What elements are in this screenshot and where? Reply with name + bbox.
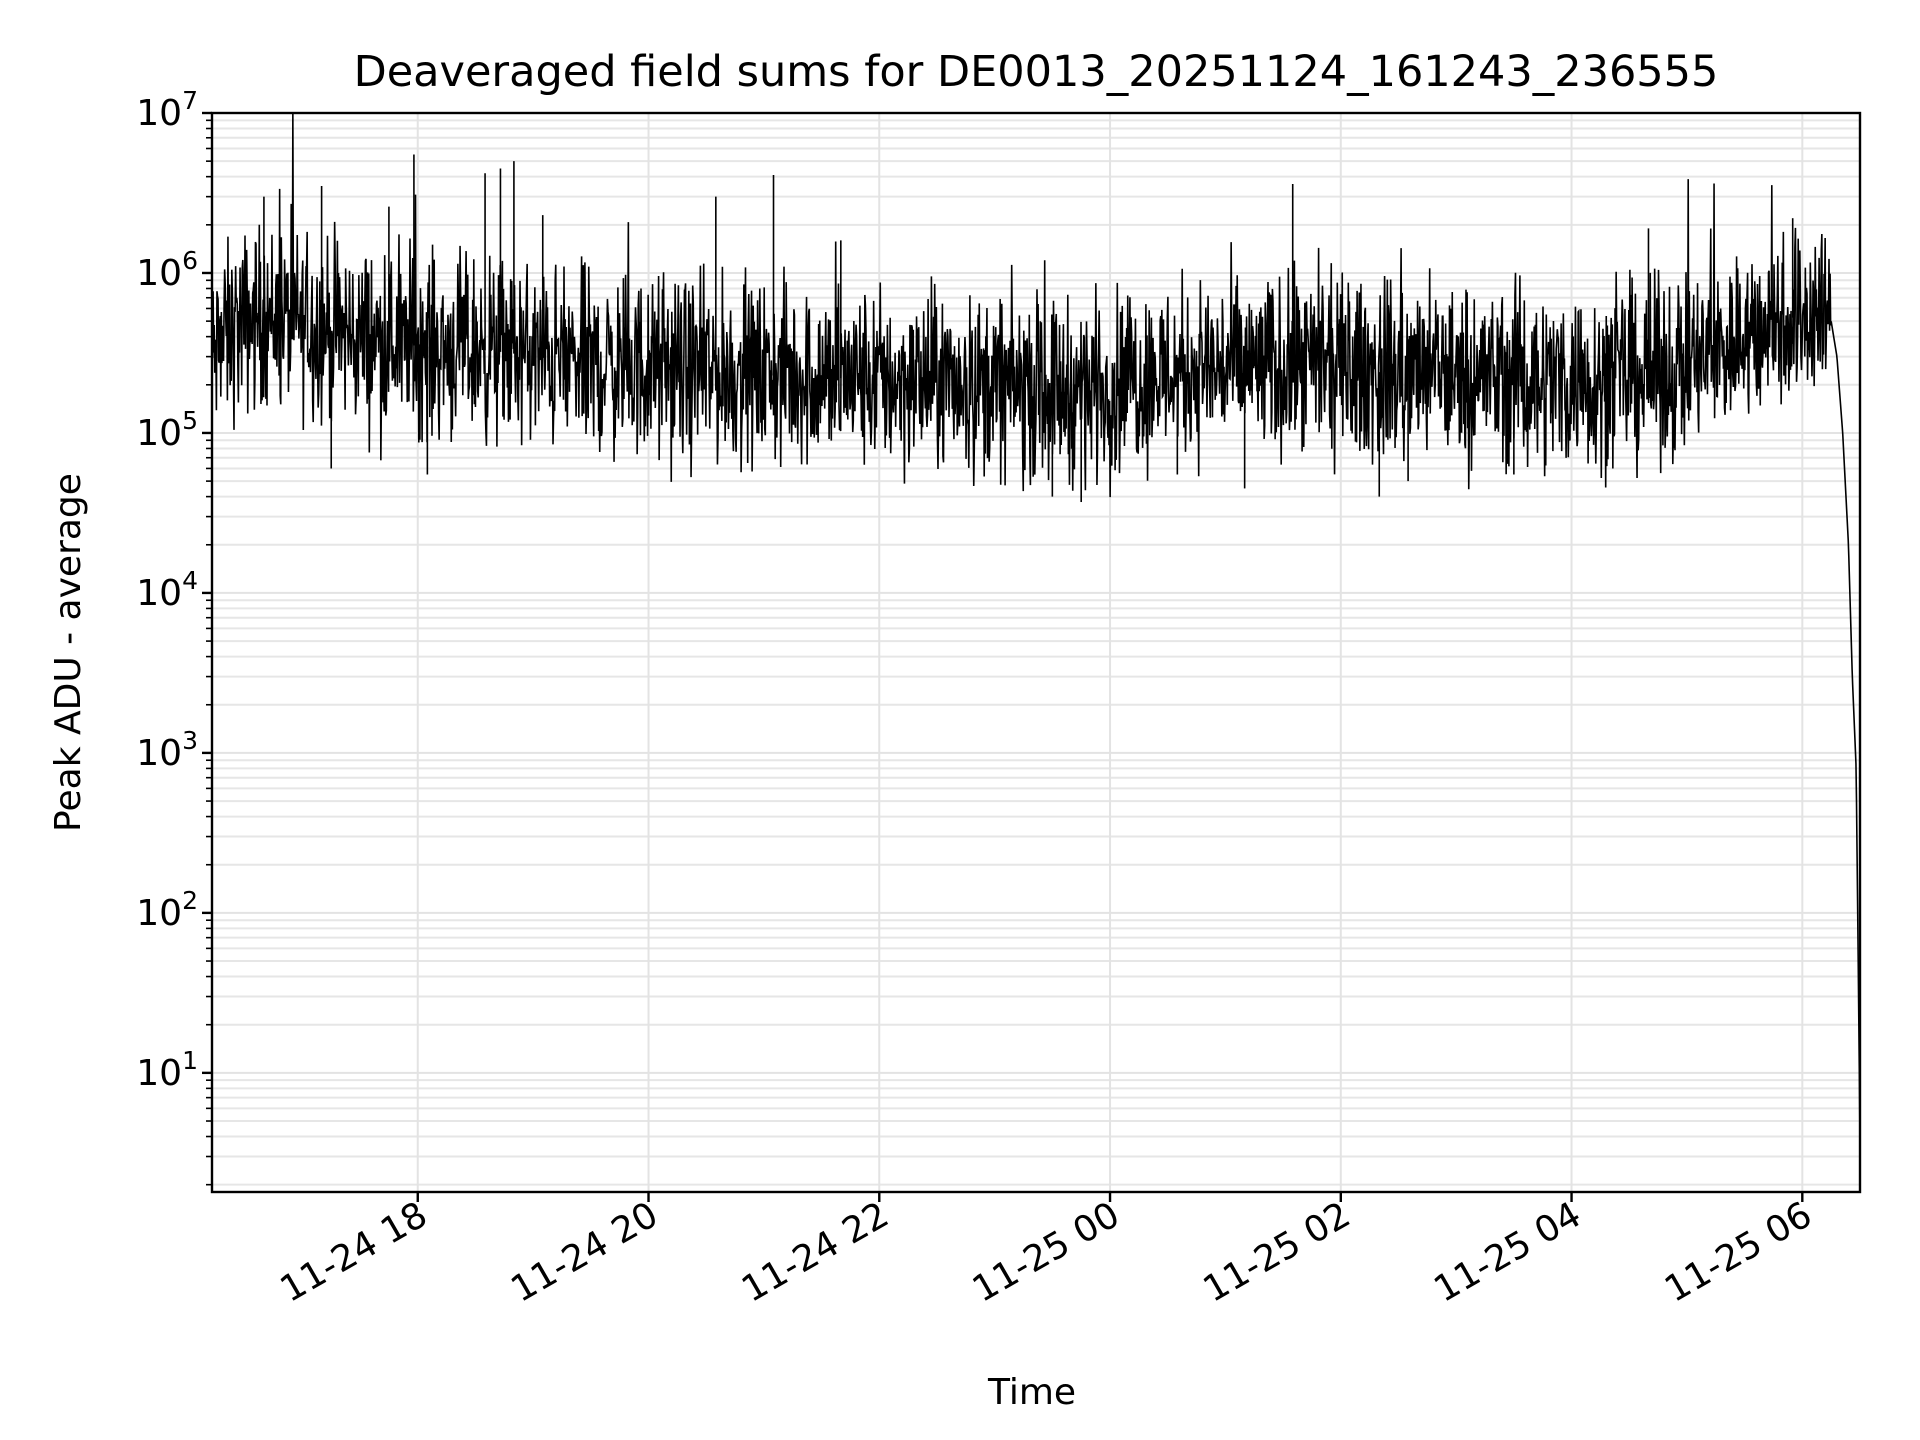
y-tick-labels: 101 102 103 104 105 106 107 xyxy=(136,86,198,1094)
chart-title: Deaveraged field sums for DE0013_2025112… xyxy=(354,47,1719,97)
plot-frame xyxy=(210,111,1862,1194)
series-line xyxy=(211,112,1861,1121)
y-tick-label: 107 xyxy=(136,86,198,134)
y-tick-label: 103 xyxy=(136,726,198,774)
y-tick-label: 102 xyxy=(136,886,198,934)
y-axis-label: Peak ADU - average xyxy=(48,473,89,832)
y-tick-label: 106 xyxy=(136,246,198,294)
y-tick-label: 104 xyxy=(136,566,198,614)
y-tick-label: 101 xyxy=(136,1046,198,1094)
y-tick-label: 105 xyxy=(136,406,198,454)
ticks xyxy=(202,111,1804,1202)
x-axis-label: Time xyxy=(987,1372,1076,1413)
series-layer xyxy=(211,112,1861,1121)
